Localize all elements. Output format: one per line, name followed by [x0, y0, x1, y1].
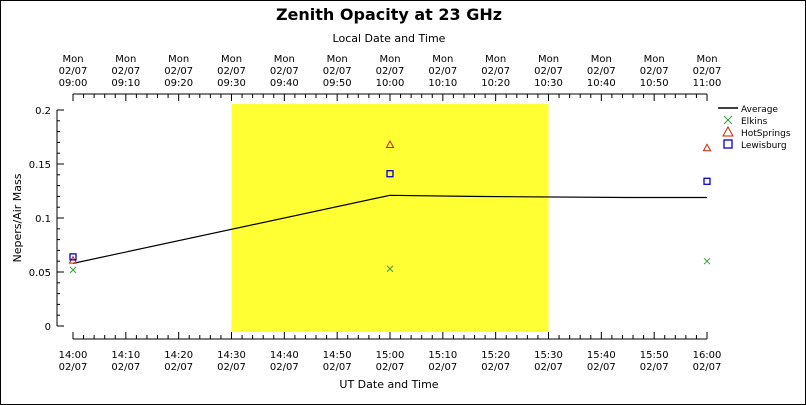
elkins-point — [386, 265, 394, 273]
bottom-tick-time: 14:00 — [59, 350, 88, 361]
elkins-point — [69, 266, 77, 274]
lewisburg-point — [703, 177, 711, 185]
hotsprings-point — [702, 143, 712, 152]
bottom-tick-date: 02/07 — [59, 362, 88, 373]
bottom-tick-time: 14:50 — [323, 350, 352, 361]
top-tick-time: 10:10 — [428, 78, 457, 89]
hotsprings-point — [385, 140, 395, 149]
axes: 14:0002/0714:1002/0714:2002/0714:3002/07… — [29, 54, 722, 373]
top-tick-day: Mon — [696, 54, 717, 65]
bottom-tick-time: 15:10 — [428, 350, 457, 361]
bottom-tick-date: 02/07 — [693, 362, 722, 373]
top-axis-label: Local Date and Time — [333, 32, 446, 45]
bottom-tick-date: 02/07 — [270, 362, 299, 373]
top-tick-day: Mon — [168, 54, 189, 65]
bottom-tick-time: 15:40 — [587, 350, 616, 361]
top-tick-day: Mon — [274, 54, 295, 65]
top-tick-date: 02/07 — [481, 66, 510, 77]
top-tick-date: 02/07 — [376, 66, 405, 77]
top-tick-day: Mon — [591, 54, 612, 65]
top-tick-date: 02/07 — [534, 66, 563, 77]
elkins-point-stroke — [69, 266, 77, 274]
legend-elkins-label: Elkins — [741, 117, 768, 127]
top-tick-time: 09:00 — [59, 78, 88, 89]
top-tick-date: 02/07 — [111, 66, 140, 77]
top-tick-time: 10:40 — [587, 78, 616, 89]
top-tick-date: 02/07 — [323, 66, 352, 77]
bottom-tick-date: 02/07 — [111, 362, 140, 373]
top-tick-time: 10:20 — [481, 78, 510, 89]
top-tick-day: Mon — [221, 54, 242, 65]
bottom-tick-date: 02/07 — [640, 362, 669, 373]
bottom-tick-date: 02/07 — [481, 362, 510, 373]
elkins-point — [703, 257, 711, 265]
top-tick-date: 02/07 — [270, 66, 299, 77]
top-tick-day: Mon — [379, 54, 400, 65]
bottom-tick-time: 14:10 — [111, 350, 140, 361]
bottom-tick-time: 14:40 — [270, 350, 299, 361]
top-tick-day: Mon — [485, 54, 506, 65]
legend-elkins-swatch — [723, 115, 733, 125]
y-axis-label: Nepers/Air Mass — [11, 173, 24, 262]
legend: Average Elkins HotSprings Lewisburg — [718, 105, 791, 151]
top-tick-date: 02/07 — [59, 66, 88, 77]
bottom-tick-time: 16:00 — [693, 350, 722, 361]
top-tick-time: 09:50 — [323, 78, 352, 89]
bottom-tick-date: 02/07 — [164, 362, 193, 373]
top-tick-date: 02/07 — [640, 66, 669, 77]
top-tick-day: Mon — [115, 54, 136, 65]
top-tick-time: 10:00 — [376, 78, 405, 89]
top-tick-date: 02/07 — [164, 66, 193, 77]
bottom-tick-time: 15:00 — [376, 350, 405, 361]
bottom-tick-time: 14:30 — [217, 350, 246, 361]
legend-average-label: Average — [741, 105, 778, 115]
top-tick-date: 02/07 — [428, 66, 457, 77]
top-tick-date: 02/07 — [693, 66, 722, 77]
bottom-axis-label: UT Date and Time — [339, 378, 438, 391]
top-tick-day: Mon — [432, 54, 453, 65]
highlight-band — [231, 104, 549, 332]
bottom-tick-date: 02/07 — [376, 362, 405, 373]
y-tick-label: 0.15 — [29, 160, 51, 171]
y-tick-label: 0.2 — [35, 106, 51, 117]
y-tick-label: 0.05 — [29, 268, 51, 279]
top-tick-day: Mon — [327, 54, 348, 65]
elkins-point-stroke — [703, 257, 711, 265]
top-tick-day: Mon — [62, 54, 83, 65]
legend-lewisburg-label: Lewisburg — [741, 141, 787, 151]
y-tick-label: 0 — [45, 322, 51, 333]
top-tick-date: 02/07 — [217, 66, 246, 77]
top-tick-time: 11:00 — [693, 78, 722, 89]
top-tick-time: 10:30 — [534, 78, 563, 89]
top-tick-day: Mon — [644, 54, 665, 65]
legend-hotsprings-swatch — [722, 125, 734, 137]
legend-lewisburg-swatch — [723, 139, 733, 149]
lewisburg-point — [386, 170, 394, 178]
bottom-tick-time: 15:30 — [534, 350, 563, 361]
chart-title: Zenith Opacity at 23 GHz — [276, 5, 502, 24]
top-tick-time: 09:10 — [111, 78, 140, 89]
bottom-tick-date: 02/07 — [323, 362, 352, 373]
top-tick-date: 02/07 — [587, 66, 616, 77]
bottom-tick-date: 02/07 — [428, 362, 457, 373]
bottom-tick-time: 14:20 — [164, 350, 193, 361]
legend-hotsprings-label: HotSprings — [741, 129, 791, 139]
lewisburg-point — [69, 253, 77, 261]
bottom-tick-time: 15:50 — [640, 350, 669, 361]
y-tick-label: 0.1 — [35, 214, 51, 225]
bottom-tick-date: 02/07 — [587, 362, 616, 373]
top-tick-time: 10:50 — [640, 78, 669, 89]
bottom-tick-date: 02/07 — [534, 362, 563, 373]
top-tick-time: 09:40 — [270, 78, 299, 89]
bottom-tick-time: 15:20 — [481, 350, 510, 361]
top-tick-time: 09:20 — [164, 78, 193, 89]
top-tick-time: 09:30 — [217, 78, 246, 89]
elkins-point-stroke — [386, 265, 394, 273]
data-marks — [68, 140, 712, 274]
top-tick-day: Mon — [538, 54, 559, 65]
average-line — [72, 194, 707, 264]
bottom-tick-date: 02/07 — [217, 362, 246, 373]
